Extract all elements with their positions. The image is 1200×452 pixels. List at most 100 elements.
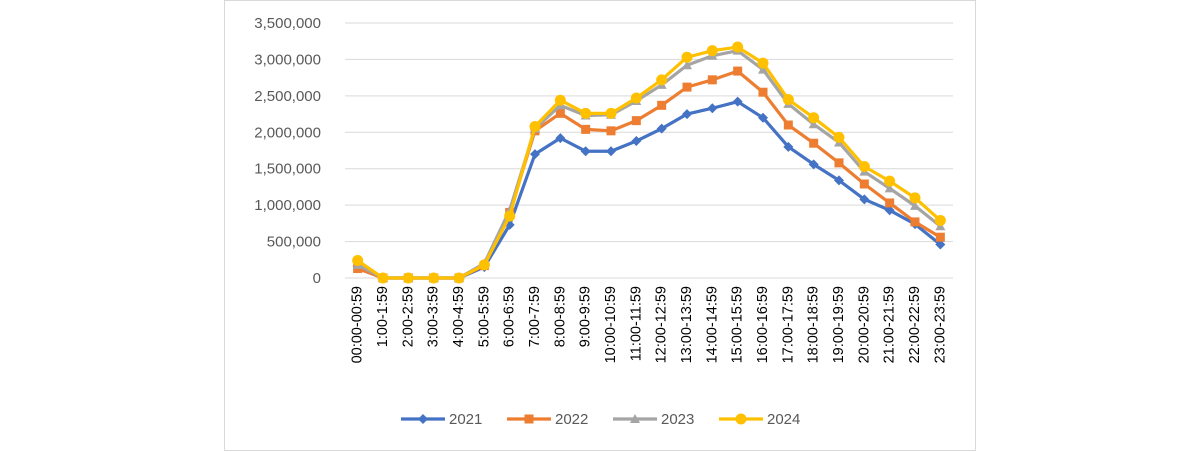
circle-marker bbox=[732, 41, 744, 53]
y-tick-label: 500,000 bbox=[267, 234, 321, 251]
line-chart: 0 500,000 1,000,000 1,500,000 2,000,000 2,500… bbox=[254, 15, 953, 428]
square-marker bbox=[707, 75, 717, 85]
y-tick-label: 2,000,000 bbox=[254, 124, 321, 141]
series-lines bbox=[352, 41, 946, 284]
diamond-marker bbox=[935, 239, 946, 250]
circle-marker bbox=[706, 45, 718, 57]
x-tick-label: 20:00-20:59 bbox=[856, 286, 872, 363]
legend-item: 2024 bbox=[719, 411, 800, 428]
diamond-marker bbox=[580, 146, 591, 157]
square-marker bbox=[581, 124, 591, 134]
y-tick-label: 2,500,000 bbox=[254, 88, 321, 105]
legend-item: 2023 bbox=[613, 411, 694, 428]
diamond-marker bbox=[555, 133, 566, 144]
legend-item: 2021 bbox=[401, 411, 482, 428]
triangle-marker bbox=[910, 200, 920, 210]
series-2024 bbox=[352, 41, 946, 284]
diamond-marker bbox=[808, 159, 819, 170]
series-2021 bbox=[352, 96, 946, 283]
x-tick-label: 00:00-00:59 bbox=[350, 286, 366, 363]
x-tick-label: 10:00-10:59 bbox=[603, 286, 619, 363]
legend-label: 2023 bbox=[661, 411, 694, 428]
x-tick-label: 6:00-6:59 bbox=[502, 286, 518, 347]
diamond-marker bbox=[884, 205, 895, 216]
legend-label: 2024 bbox=[767, 411, 800, 428]
x-tick-label: 11:00-11:59 bbox=[628, 286, 644, 361]
square-marker bbox=[885, 198, 895, 208]
y-tick-label: 0 bbox=[313, 270, 321, 287]
square-marker bbox=[733, 66, 743, 76]
x-axis: 00:00-00:59 1:00-1:59 2:00-2:59 3:00-3:59 4:… bbox=[350, 286, 949, 363]
circle-marker bbox=[402, 272, 414, 284]
circle-marker bbox=[428, 272, 440, 284]
x-tick-label: 19:00-19:59 bbox=[831, 286, 847, 363]
x-tick-label: 9:00-9:59 bbox=[578, 286, 594, 347]
x-tick-label: 5:00-5:59 bbox=[476, 286, 492, 347]
x-tick-label: 17:00-17:59 bbox=[780, 286, 796, 363]
x-tick-label: 2:00-2:59 bbox=[400, 286, 416, 347]
circle-marker bbox=[884, 175, 896, 187]
circle-marker bbox=[909, 192, 921, 204]
circle-marker bbox=[352, 255, 364, 267]
circle-marker bbox=[453, 272, 465, 284]
gridlines bbox=[345, 22, 953, 279]
circle-marker bbox=[554, 94, 566, 106]
circle-marker bbox=[377, 272, 389, 284]
circle-marker bbox=[478, 259, 490, 271]
triangle-marker bbox=[808, 119, 819, 129]
x-tick-label: 12:00-12:59 bbox=[654, 286, 670, 363]
square-marker bbox=[783, 120, 793, 130]
diamond-marker bbox=[834, 175, 844, 186]
series-2022 bbox=[353, 66, 945, 283]
y-tick-label: 1,000,000 bbox=[254, 197, 321, 214]
circle-marker bbox=[580, 107, 592, 119]
y-tick-label: 3,000,000 bbox=[254, 51, 321, 68]
x-tick-label: 13:00-13:59 bbox=[679, 286, 695, 363]
legend-label: 2022 bbox=[555, 411, 588, 428]
triangle-marker bbox=[682, 60, 692, 70]
circle-marker bbox=[529, 120, 541, 132]
x-tick-label: 16:00-16:59 bbox=[755, 286, 771, 363]
square-marker bbox=[606, 126, 616, 136]
legend: 2021 2022 2023 2024 bbox=[401, 411, 800, 428]
circle-marker bbox=[630, 92, 642, 104]
x-tick-label: 15:00-15:59 bbox=[730, 286, 746, 363]
diamond-marker bbox=[606, 146, 616, 157]
triangle-marker bbox=[630, 414, 640, 423]
square-marker bbox=[859, 179, 869, 189]
legend-item: 2022 bbox=[507, 411, 588, 428]
x-tick-label: 23:00-23:59 bbox=[932, 286, 948, 363]
x-tick-label: 22:00-22:59 bbox=[907, 286, 923, 363]
diamond-marker bbox=[418, 414, 428, 424]
series-line bbox=[356, 100, 942, 280]
series-line bbox=[356, 49, 942, 280]
circle-marker bbox=[605, 107, 617, 119]
series-line bbox=[356, 45, 942, 280]
x-tick-label: 8:00-8:59 bbox=[552, 286, 568, 347]
x-tick-label: 7:00-7:59 bbox=[527, 286, 543, 347]
x-tick-label: 18:00-18:59 bbox=[806, 286, 822, 363]
diamond-marker bbox=[707, 103, 718, 114]
square-marker bbox=[935, 232, 945, 242]
series-2023 bbox=[352, 45, 946, 282]
legend-label: 2021 bbox=[449, 411, 482, 428]
circle-marker bbox=[681, 51, 693, 63]
square-marker bbox=[631, 116, 641, 126]
chart-frame: 0 500,000 1,000,000 1,500,000 2,000,000 2,500… bbox=[224, 0, 976, 451]
diamond-marker bbox=[859, 194, 870, 205]
diamond-marker bbox=[631, 136, 642, 147]
square-marker bbox=[834, 158, 844, 168]
x-tick-label: 14:00-14:59 bbox=[704, 286, 720, 363]
square-marker bbox=[682, 82, 692, 92]
series-line bbox=[356, 69, 942, 280]
x-tick-label: 1:00-1:59 bbox=[375, 286, 391, 347]
y-tick-label: 1,500,000 bbox=[254, 161, 321, 178]
diamond-marker bbox=[758, 112, 768, 123]
diamond-marker bbox=[530, 149, 540, 160]
diamond-marker bbox=[682, 109, 692, 120]
square-marker bbox=[758, 87, 768, 97]
x-tick-label: 4:00-4:59 bbox=[451, 286, 467, 347]
x-tick-label: 21:00-21:59 bbox=[882, 286, 898, 363]
diamond-marker bbox=[656, 123, 667, 134]
diamond-marker bbox=[732, 96, 743, 107]
